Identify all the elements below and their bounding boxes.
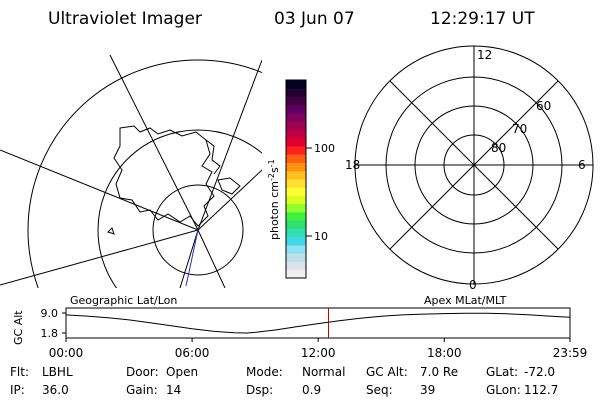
color-scale-cell	[286, 88, 306, 97]
footer-value: 7.0 Re	[420, 365, 458, 379]
mlt-label-6: 6	[578, 158, 586, 172]
geo-latitude-circle-outer	[27, 59, 262, 288]
title: Ultraviolet Imager	[48, 9, 202, 29]
color-scale-tick-label: 10	[314, 230, 328, 243]
y-tick-label: 1.8	[41, 327, 59, 340]
time-label: 12:29:17 UT	[430, 9, 535, 29]
footer-value: 0.9	[302, 383, 321, 397]
color-scale-cell	[286, 195, 306, 205]
footer-label: Gain:	[126, 383, 158, 397]
altitude-plot-frame	[65, 307, 571, 339]
footer-value: 36.0	[42, 383, 69, 397]
color-scale-cell	[286, 113, 306, 122]
footer-value: 14	[166, 383, 181, 397]
x-tick-label: 06:00	[175, 346, 210, 360]
color-scale-unit-label: photon cm-2s-1	[267, 159, 281, 240]
color-scale-tick-label: 100	[314, 142, 335, 155]
footer-value: -72.0	[524, 365, 555, 379]
color-scale-cell	[286, 170, 306, 180]
footer-value: LBHL	[42, 365, 73, 379]
geo-latitude-circle-inner	[152, 184, 244, 276]
color-scale-frame	[285, 79, 307, 279]
color-scale-cell	[286, 129, 306, 139]
geo-latitude-circle-middle	[97, 129, 262, 288]
footer-label: GLat:	[486, 365, 518, 379]
color-scale-cell	[286, 137, 306, 147]
y-tick-label: 9.0	[41, 307, 59, 320]
color-scale-cell	[286, 96, 306, 106]
date-label: 03 Jun 07	[274, 9, 355, 29]
mlat-label-60: 60	[536, 99, 551, 113]
mlt-label-18: 18	[345, 158, 360, 172]
footer-value: 112.7	[524, 383, 558, 397]
footer-label: Mode:	[246, 365, 283, 379]
footer-label: GC Alt:	[366, 365, 408, 379]
color-scale-cell	[286, 121, 306, 130]
y-axis-label: GC Alt	[12, 310, 25, 345]
geo-meridian	[197, 229, 226, 288]
peninsula-coastline	[205, 139, 221, 175]
geo-meridian	[109, 54, 199, 231]
geo-meridian	[0, 229, 199, 286]
color-scale-cell	[286, 162, 306, 172]
color-scale-cell	[286, 269, 306, 279]
ground-track	[185, 229, 199, 287]
x-tick-label: 23:59	[553, 346, 588, 360]
altitude-series-line	[65, 312, 570, 334]
color-scale-cell	[286, 146, 306, 155]
color-scale-cell	[286, 245, 306, 254]
color-scale-cell	[286, 220, 306, 229]
color-scale-cell	[286, 104, 306, 114]
polar-mlat-mlt-plot	[354, 45, 594, 285]
color-scale-cell	[286, 80, 306, 89]
footer-label: Seq:	[366, 383, 393, 397]
geo-meridian	[179, 229, 199, 288]
geo-panel-label: Geographic Lat/Lon	[70, 294, 177, 307]
color-scale-cell	[286, 179, 306, 188]
island-coastline	[107, 227, 115, 235]
color-scale-cell	[286, 228, 306, 238]
footer-label: Flt:	[10, 365, 29, 379]
color-scale-bar: 100 10 photon cm-2s-1	[267, 79, 335, 279]
footer-value: Normal	[302, 365, 345, 379]
status-footer: Flt: LBHL Door: Open Mode: Normal GC Alt: 7.0 R…	[10, 365, 558, 397]
footer-value: Open	[166, 365, 198, 379]
color-scale-cell	[286, 212, 306, 221]
color-scale-cell	[286, 253, 306, 262]
footer-label: IP:	[10, 383, 25, 397]
x-tick-label: 18:00	[427, 346, 462, 360]
mlt-label-0: 0	[469, 278, 477, 292]
footer-label: Dsp:	[246, 383, 273, 397]
antarctica-coastline	[113, 125, 215, 227]
x-tick-label: 12:00	[301, 346, 336, 360]
ice-shelf-coastline	[217, 177, 241, 195]
mlat-label-80: 80	[491, 141, 506, 155]
color-scale-cell	[286, 236, 306, 246]
footer-value: 39	[420, 383, 435, 397]
x-tick-label: 00:00	[49, 346, 84, 360]
geo-meridian	[0, 149, 199, 231]
color-scale-cell	[286, 261, 306, 271]
polar-panel-label: Apex MLat/MLT	[424, 294, 507, 307]
mlt-meridian-diagonal	[389, 80, 559, 250]
color-scale-cell	[286, 154, 306, 163]
footer-label: GLon:	[486, 383, 521, 397]
color-scale-cell	[286, 203, 306, 213]
geo-meridian	[197, 169, 262, 231]
gc-altitude-chart: 9.0 1.8 GC Alt 00:00 06:00 12:00 18:00 23:59	[12, 307, 587, 360]
color-scale-cell	[286, 187, 306, 196]
geographic-map	[0, 54, 262, 288]
mlt-label-12: 12	[477, 48, 492, 62]
mlat-label-70: 70	[512, 122, 527, 136]
footer-label: Door:	[126, 365, 159, 379]
